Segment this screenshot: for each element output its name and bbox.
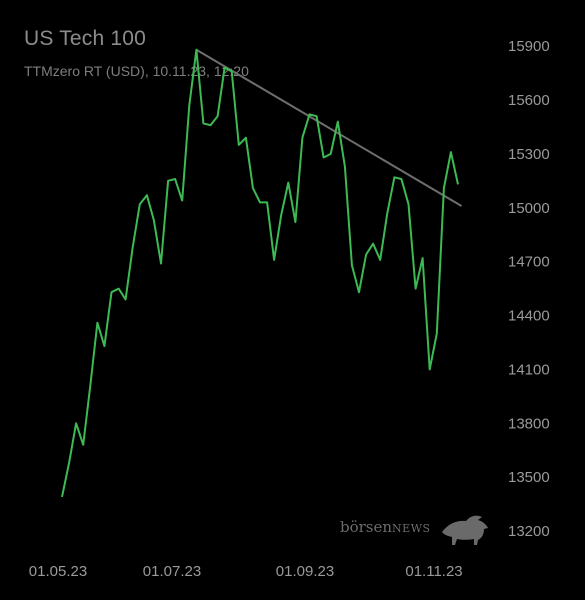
x-axis-ticks: 01.05.23 01.07.23 01.09.23 01.11.23: [29, 563, 463, 580]
y-tick-label: 15000: [508, 200, 550, 217]
x-tick-label: 01.09.23: [276, 563, 334, 580]
y-tick-label: 13800: [508, 415, 550, 432]
chart-title: US Tech 100: [24, 27, 147, 50]
y-tick-label: 14400: [508, 308, 550, 325]
x-tick-label: 01.11.23: [405, 563, 462, 580]
bull-icon: [442, 515, 488, 545]
x-tick-label: 01.07.23: [143, 563, 201, 580]
y-axis-ticks: 15900 15600 15300 15000 14700 14400 14100 13800…: [508, 38, 550, 540]
logo-suffix: NEWS: [392, 522, 431, 535]
y-tick-label: 14700: [508, 254, 550, 271]
y-tick-label: 15900: [508, 38, 550, 55]
x-tick-label: 01.05.23: [29, 563, 87, 580]
price-line: [61, 48, 459, 498]
y-tick-label: 15600: [508, 92, 550, 109]
boersen-news-logo: börsenNEWS: [340, 512, 490, 546]
y-tick-label: 13200: [508, 523, 550, 540]
y-tick-label: 13500: [508, 469, 550, 486]
trend-line: [195, 48, 463, 207]
y-tick-label: 15300: [508, 146, 550, 163]
y-tick-label: 14100: [508, 361, 550, 378]
logo-name: börsen: [340, 518, 393, 536]
